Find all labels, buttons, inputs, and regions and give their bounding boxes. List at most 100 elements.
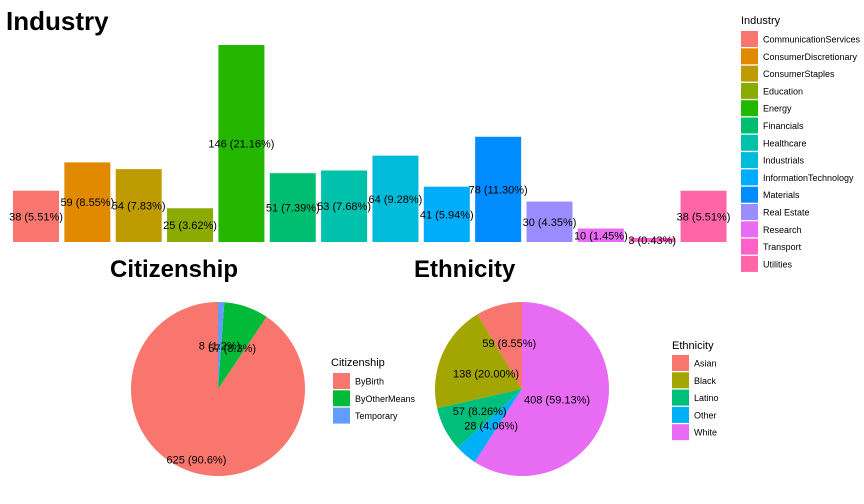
bar-utilities bbox=[680, 190, 727, 242]
legend-label-temporary: Temporary bbox=[355, 411, 398, 421]
citizenship-legend: Citizenship ByBirth ByOtherMeans Temporary bbox=[331, 357, 416, 424]
slice-label-bybirth: 625 (90.6%) bbox=[166, 455, 226, 467]
legend-key-real-estate bbox=[741, 204, 758, 220]
legend-label-informationtechnology: InformationTechnology bbox=[763, 173, 854, 183]
legend-key-communicationservices bbox=[741, 31, 758, 47]
slice-label-white: 408 (59.13%) bbox=[524, 394, 590, 406]
citizenship-title: Citizenship bbox=[110, 256, 238, 283]
bar-label-energy: 146 (21.16%) bbox=[208, 139, 274, 151]
ethnicity-title: Ethnicity bbox=[414, 256, 516, 283]
legend-label-research: Research bbox=[763, 225, 802, 235]
legend-key-financials bbox=[741, 117, 758, 134]
legend-key-utilities bbox=[741, 255, 758, 272]
bar-healthcare bbox=[321, 170, 368, 242]
legend-label-financials: Financials bbox=[763, 121, 804, 131]
bar-energy bbox=[218, 45, 265, 242]
legend-label-transport: Transport bbox=[763, 242, 802, 252]
ethnicity-legend-title: Ethnicity bbox=[672, 340, 714, 352]
legend-label-consumerstaples: ConsumerStaples bbox=[763, 69, 835, 79]
industry-legend: Industry CommunicationServices ConsumerDi… bbox=[741, 15, 861, 272]
slice-label-temporary: 8 (1.2%) bbox=[199, 341, 241, 353]
bar-consumerstaples bbox=[115, 169, 162, 242]
bar-label-healthcare: 53 (7.68%) bbox=[317, 201, 371, 213]
legend-key-byothermeans bbox=[333, 390, 350, 407]
bar-transport bbox=[629, 237, 676, 242]
bar-label-industrials: 64 (9.28%) bbox=[369, 194, 423, 206]
bar-real-estate bbox=[526, 201, 573, 242]
citizenship-pie-chart: Citizenship 625 (90.6%) 57 (8.3%)8 (1.2%) bbox=[110, 256, 305, 476]
legend-label-communicationservices: CommunicationServices bbox=[763, 35, 861, 45]
legend-label-black: Black bbox=[694, 376, 717, 386]
slice-label-other: 28 (4.06%) bbox=[464, 421, 518, 433]
legend-label-bybirth: ByBirth bbox=[355, 377, 384, 387]
slice-temporary bbox=[218, 302, 225, 389]
legend-label-materials: Materials bbox=[763, 190, 800, 200]
bar-label-consumerdiscretionary: 59 (8.55%) bbox=[60, 197, 114, 209]
legend-label-white: White bbox=[694, 428, 717, 438]
slice-latino bbox=[437, 389, 522, 448]
legend-key-industrials bbox=[741, 152, 758, 169]
legend-label-byothermeans: ByOtherMeans bbox=[355, 394, 416, 404]
bar-label-consumerstaples: 54 (7.83%) bbox=[112, 201, 166, 213]
legend-key-materials bbox=[741, 186, 758, 203]
bar-label-research: 10 (1.45%) bbox=[574, 230, 628, 242]
legend-key-temporary bbox=[333, 407, 350, 424]
legend-key-informationtechnology bbox=[741, 169, 758, 186]
bar-communicationservices bbox=[13, 190, 59, 242]
slice-byothermeans bbox=[218, 302, 267, 389]
legend-key-white bbox=[672, 424, 689, 441]
legend-key-asian bbox=[672, 355, 689, 371]
slice-label-asian: 59 (8.55%) bbox=[482, 338, 536, 350]
bar-label-education: 25 (3.62%) bbox=[163, 220, 217, 232]
ethnicity-legend: Ethnicity Asian Black Latino Other White bbox=[672, 340, 719, 441]
bar-industrials bbox=[372, 155, 419, 242]
legend-label-consumerdiscretionary: ConsumerDiscretionary bbox=[763, 52, 858, 62]
legend-key-black bbox=[672, 372, 689, 389]
legend-key-transport bbox=[741, 238, 758, 255]
legend-key-energy bbox=[741, 100, 758, 117]
bar-label-utilities: 38 (5.51%) bbox=[677, 211, 731, 223]
bar-label-informationtechnology: 41 (5.94%) bbox=[420, 209, 474, 221]
legend-key-consumerdiscretionary bbox=[741, 48, 758, 65]
legend-label-healthcare: Healthcare bbox=[763, 138, 807, 148]
bar-materials bbox=[475, 136, 522, 242]
slice-label-black: 138 (20.00%) bbox=[453, 369, 519, 381]
bar-informationtechnology bbox=[423, 186, 470, 242]
bar-label-financials: 51 (7.39%) bbox=[266, 203, 320, 215]
industry-title: Industry bbox=[6, 6, 109, 36]
bar-label-materials: 78 (11.30%) bbox=[469, 184, 528, 196]
industry-bar-chart: Industry 38 (5.51%) 59 (8.55%)54 (7.83%) 2… bbox=[6, 6, 730, 247]
legend-key-other bbox=[672, 406, 689, 423]
legend-key-latino bbox=[672, 389, 689, 406]
bar-label-communicationservices: 38 (5.51%) bbox=[9, 211, 63, 223]
legend-label-utilities: Utilities bbox=[763, 259, 793, 269]
ethnicity-pie-chart: Ethnicity 59 (8.55%) 138 (20.00%) 57 (8.26… bbox=[414, 256, 609, 476]
slice-other bbox=[457, 389, 522, 463]
legend-label-energy: Energy bbox=[763, 104, 792, 114]
bar-education bbox=[167, 208, 214, 242]
legend-key-research bbox=[741, 221, 758, 238]
legend-label-asian: Asian bbox=[694, 359, 717, 369]
legend-key-consumerstaples bbox=[741, 65, 758, 82]
legend-label-real-estate: Real Estate bbox=[763, 208, 810, 218]
legend-label-other: Other bbox=[694, 410, 717, 420]
slice-white bbox=[474, 302, 609, 476]
slice-label-byothermeans: 57 (8.3%) bbox=[208, 343, 256, 355]
bar-research bbox=[577, 228, 624, 242]
legend-key-healthcare bbox=[741, 134, 758, 151]
legend-key-education bbox=[741, 82, 758, 99]
legend-label-industrials: Industrials bbox=[763, 156, 805, 166]
bar-consumerdiscretionary bbox=[64, 162, 111, 242]
slice-black bbox=[434, 314, 522, 409]
bar-financials bbox=[269, 173, 316, 242]
industry-legend-title: Industry bbox=[741, 15, 781, 27]
slice-label-latino: 57 (8.26%) bbox=[453, 406, 507, 418]
legend-label-latino: Latino bbox=[694, 393, 719, 403]
slice-asian bbox=[477, 302, 522, 389]
bar-label-transport: 3 (0.43%) bbox=[628, 235, 676, 247]
bar-label-real-estate: 30 (4.35%) bbox=[523, 217, 577, 229]
citizenship-legend-title: Citizenship bbox=[331, 357, 385, 369]
legend-label-education: Education bbox=[763, 86, 803, 96]
legend-key-bybirth bbox=[333, 373, 350, 389]
